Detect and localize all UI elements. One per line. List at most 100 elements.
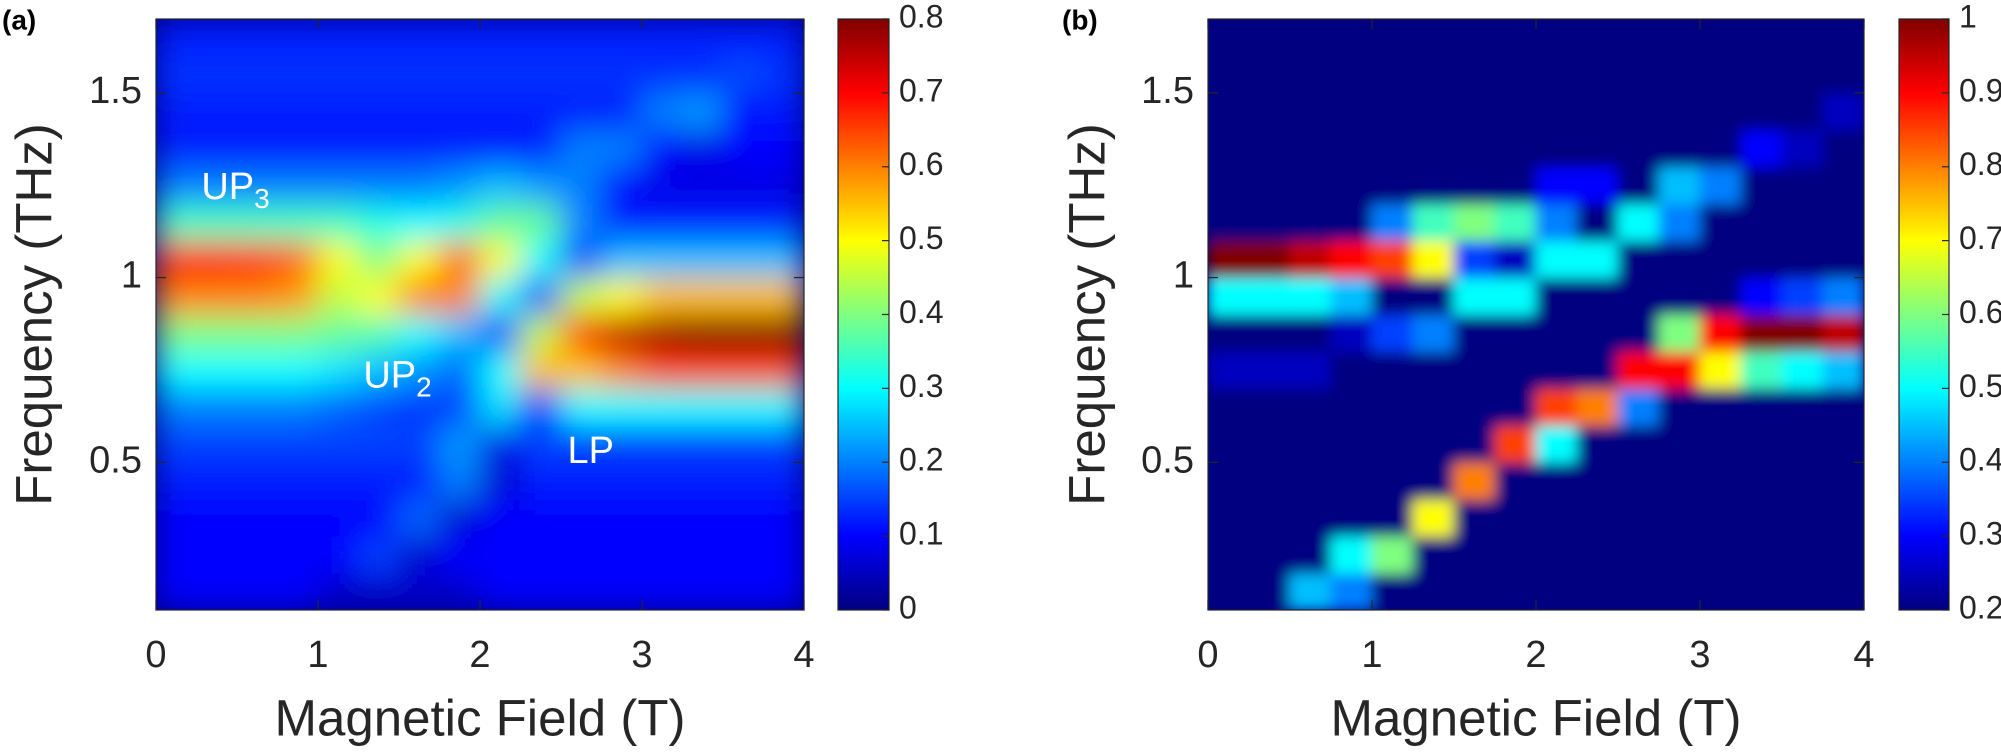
heatmap-cell (682, 19, 724, 57)
heatmap-cell (682, 55, 724, 94)
heatmap-cell (1412, 424, 1455, 463)
heatmap-cell (601, 498, 643, 537)
heatmap-cell (1576, 55, 1619, 94)
heatmap-cell (601, 424, 643, 463)
heatmap-cell (763, 350, 804, 389)
heatmap-cell (1453, 498, 1496, 537)
heatmap-cell (1248, 424, 1291, 463)
heatmap-cell (196, 424, 238, 463)
heatmap-cell (1371, 572, 1414, 610)
heatmap-cell (1330, 240, 1373, 279)
heatmap-cell (156, 461, 197, 500)
heatmap-cell (1535, 461, 1578, 500)
heatmap-cell (277, 240, 319, 279)
heatmap-cell (277, 314, 319, 352)
heatmap-cell (479, 498, 521, 537)
heatmap-cell (1494, 387, 1537, 426)
y-axis-label: Frequency (THz) (5, 123, 62, 506)
heatmap-cell (277, 424, 319, 463)
heatmap-cell (277, 535, 319, 574)
heatmap-cell (1412, 350, 1455, 389)
heatmap-cell (682, 350, 724, 389)
annotation: UP2 (363, 354, 431, 402)
heatmap-cell (1453, 350, 1496, 389)
heatmap-cell (682, 461, 724, 500)
heatmap-cell (196, 535, 238, 574)
heatmap-cell (439, 203, 481, 242)
heatmap-cell (1494, 55, 1537, 94)
heatmap-cell (682, 129, 724, 168)
heatmap-cell (1658, 314, 1701, 352)
heatmap-cell (1699, 350, 1742, 389)
heatmap-cell (1289, 240, 1332, 279)
heatmap-cell (1371, 461, 1414, 500)
heatmap-cell (156, 203, 197, 242)
heatmap-cell (1740, 129, 1783, 168)
heatmap-cell (1576, 19, 1619, 57)
heatmap-cell (156, 572, 197, 610)
heatmap-cell (601, 572, 643, 610)
heatmap-cell (1658, 240, 1701, 279)
heatmap-cell (277, 55, 319, 94)
heatmap-cell (1576, 314, 1619, 352)
heatmap-cell (317, 92, 359, 131)
heatmap-cell (1330, 572, 1373, 610)
heatmap-cell (1740, 240, 1783, 279)
heatmap-cell (1822, 461, 1864, 500)
heatmap-cell (1248, 55, 1291, 94)
heatmap-cell (317, 572, 359, 610)
heatmap-cell (682, 387, 724, 426)
heatmap-cell (641, 424, 683, 463)
heatmap-cell (398, 92, 440, 131)
heatmap-cell (1371, 55, 1414, 94)
heatmap-cell (1208, 55, 1250, 94)
heatmap-cell (520, 277, 562, 315)
heatmap-cell (722, 314, 764, 352)
heatmap-cell (1289, 166, 1332, 205)
heatmap-cell (1658, 19, 1701, 57)
heatmap-cell (1781, 572, 1824, 610)
heatmap-cell (1248, 387, 1291, 426)
heatmap-cell (398, 387, 440, 426)
heatmap-cell (682, 424, 724, 463)
heatmap-cell (1453, 572, 1496, 610)
heatmap-cell (1208, 350, 1250, 389)
heatmap-cell (1289, 424, 1332, 463)
heatmap-cell (1289, 498, 1332, 537)
x-tick-label: 2 (1525, 634, 1546, 676)
heatmap-cell (277, 129, 319, 168)
colorbar-tick-label: 0.2 (1959, 589, 2001, 625)
heatmap-cell (1822, 498, 1864, 537)
annotation-subscript: 2 (416, 372, 432, 403)
heatmap-cell (1412, 166, 1455, 205)
heatmap-cell (1371, 350, 1414, 389)
colorbar-tick-label: 0.4 (899, 294, 943, 330)
heatmap-cell (1740, 424, 1783, 463)
heatmap-cell (1208, 129, 1250, 168)
heatmap-cell (1412, 461, 1455, 500)
heatmap-cell (763, 535, 804, 574)
heatmap-cell (1289, 350, 1332, 389)
heatmap-cell (317, 166, 359, 205)
heatmap-cell (1658, 350, 1701, 389)
heatmap-cell (1289, 129, 1332, 168)
heatmap-cell (1781, 166, 1824, 205)
heatmap-cell (1535, 92, 1578, 131)
heatmap-cell (479, 92, 521, 131)
heatmap-cell (641, 203, 683, 242)
heatmap-cell (1248, 314, 1291, 352)
heatmap-cell (1494, 277, 1537, 315)
heatmap-cell (520, 350, 562, 389)
heatmap-cell (1248, 277, 1291, 315)
x-tick-label: 1 (1361, 634, 1382, 676)
heatmap-cell (722, 387, 764, 426)
heatmap-cell (317, 498, 359, 537)
heatmap-cell (317, 350, 359, 389)
heatmap-cell (277, 92, 319, 131)
heatmap-cell (1494, 461, 1537, 500)
colorbar-tick-label: 0.5 (899, 220, 943, 256)
heatmap-cell (601, 387, 643, 426)
heatmap-cell (439, 572, 481, 610)
heatmap-cell (1208, 387, 1250, 426)
heatmap-cell (1412, 535, 1455, 574)
